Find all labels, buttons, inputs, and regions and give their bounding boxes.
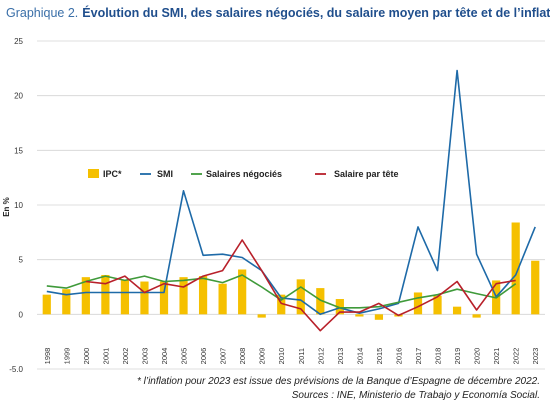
chart-grid <box>37 40 545 370</box>
x-tick-label: 2016 <box>394 348 403 365</box>
x-tick-label: 2008 <box>238 348 247 365</box>
x-tick-label: 2003 <box>140 348 149 365</box>
x-tick-label: 2010 <box>277 348 286 365</box>
x-tick-label: 2019 <box>453 348 462 365</box>
y-axis-label: En % <box>2 197 11 217</box>
bar <box>413 292 423 315</box>
x-tick-label: 2002 <box>121 348 130 365</box>
x-tick-label: 2017 <box>414 348 423 365</box>
legend-label: Salaire par tête <box>334 169 399 179</box>
y-tick-label: 25 <box>14 37 23 46</box>
line-series <box>46 274 517 309</box>
x-tick-label: 2000 <box>82 348 91 365</box>
bar <box>101 274 110 315</box>
line-series-group <box>46 69 536 332</box>
x-tick-label: 2012 <box>316 348 325 365</box>
bar <box>316 288 325 315</box>
bar <box>452 306 462 315</box>
footnote-inflation: * l’inflation pour 2023 est issue des pr… <box>136 376 540 387</box>
line-series <box>46 69 536 316</box>
line-series <box>85 239 516 332</box>
bar <box>277 294 286 315</box>
legend-swatch-bar <box>88 169 99 178</box>
bar <box>42 294 51 315</box>
bar <box>179 277 188 315</box>
chart-title-text: Évolution du SMI, des salaires négociés,… <box>82 6 550 20</box>
x-tick-label: 2015 <box>375 348 384 365</box>
bar <box>511 222 520 315</box>
x-tick-label: 2018 <box>434 348 443 365</box>
chart-title-label: Graphique 2. <box>6 6 79 20</box>
x-tick-label: 2005 <box>180 348 189 365</box>
x-tick-label: 2007 <box>219 348 228 365</box>
y-axis: -5.0 0 5 10 15 20 25 <box>9 37 23 372</box>
x-tick-label: 2006 <box>199 348 208 365</box>
x-tick-label: 2014 <box>355 348 364 365</box>
bar-series <box>42 222 540 320</box>
y-tick-label: -5.0 <box>9 365 23 372</box>
footnote-sources: Sources : INE, Ministerio de Trabajo y E… <box>291 390 540 401</box>
bar <box>374 314 384 320</box>
x-axis: 1998 1999 2000 2001 2002 2003 2004 2005 2006 2007… <box>43 348 540 365</box>
x-tick-label: 2013 <box>336 348 345 365</box>
y-tick-label: 5 <box>19 256 24 265</box>
chart-title: Graphique 2. Évolution du SMI, des salair… <box>6 6 550 20</box>
legend-label: SMI <box>157 169 173 179</box>
bar <box>218 283 227 315</box>
x-tick-label: 2001 <box>101 348 110 365</box>
bar <box>238 269 247 315</box>
y-tick-label: 0 <box>19 310 24 319</box>
legend-label: Salaires négociés <box>206 169 282 179</box>
bar <box>355 314 364 317</box>
bar <box>433 295 442 315</box>
x-tick-label: 2023 <box>531 348 540 365</box>
x-tick-label: 1998 <box>43 348 52 365</box>
bar <box>296 279 305 315</box>
bar <box>62 289 71 315</box>
x-tick-label: 2022 <box>512 348 521 365</box>
chart: -5.0 0 5 10 15 20 25 1998 1999 2000 2001 2002 2003 2… <box>2 37 545 372</box>
bar <box>81 277 90 315</box>
x-tick-label: 2004 <box>160 348 169 365</box>
bar <box>198 276 208 315</box>
legend-label: IPC* <box>103 169 122 179</box>
bar <box>120 280 130 315</box>
x-tick-label: 2009 <box>258 348 267 365</box>
x-tick-label: 2020 <box>473 348 482 365</box>
legend: IPC* SMI Salaires négociés Salaire par tête <box>88 169 399 179</box>
bar <box>472 314 481 318</box>
y-tick-label: 15 <box>14 146 23 155</box>
x-tick-label: 2021 <box>492 348 501 365</box>
bar <box>140 281 149 315</box>
y-tick-label: 20 <box>14 92 23 101</box>
x-tick-label: 2011 <box>297 348 306 364</box>
bar <box>159 281 169 315</box>
y-tick-label: 10 <box>14 201 23 210</box>
bar <box>531 260 540 315</box>
bar <box>257 314 266 318</box>
x-tick-label: 1999 <box>62 348 71 365</box>
bar <box>335 299 344 315</box>
